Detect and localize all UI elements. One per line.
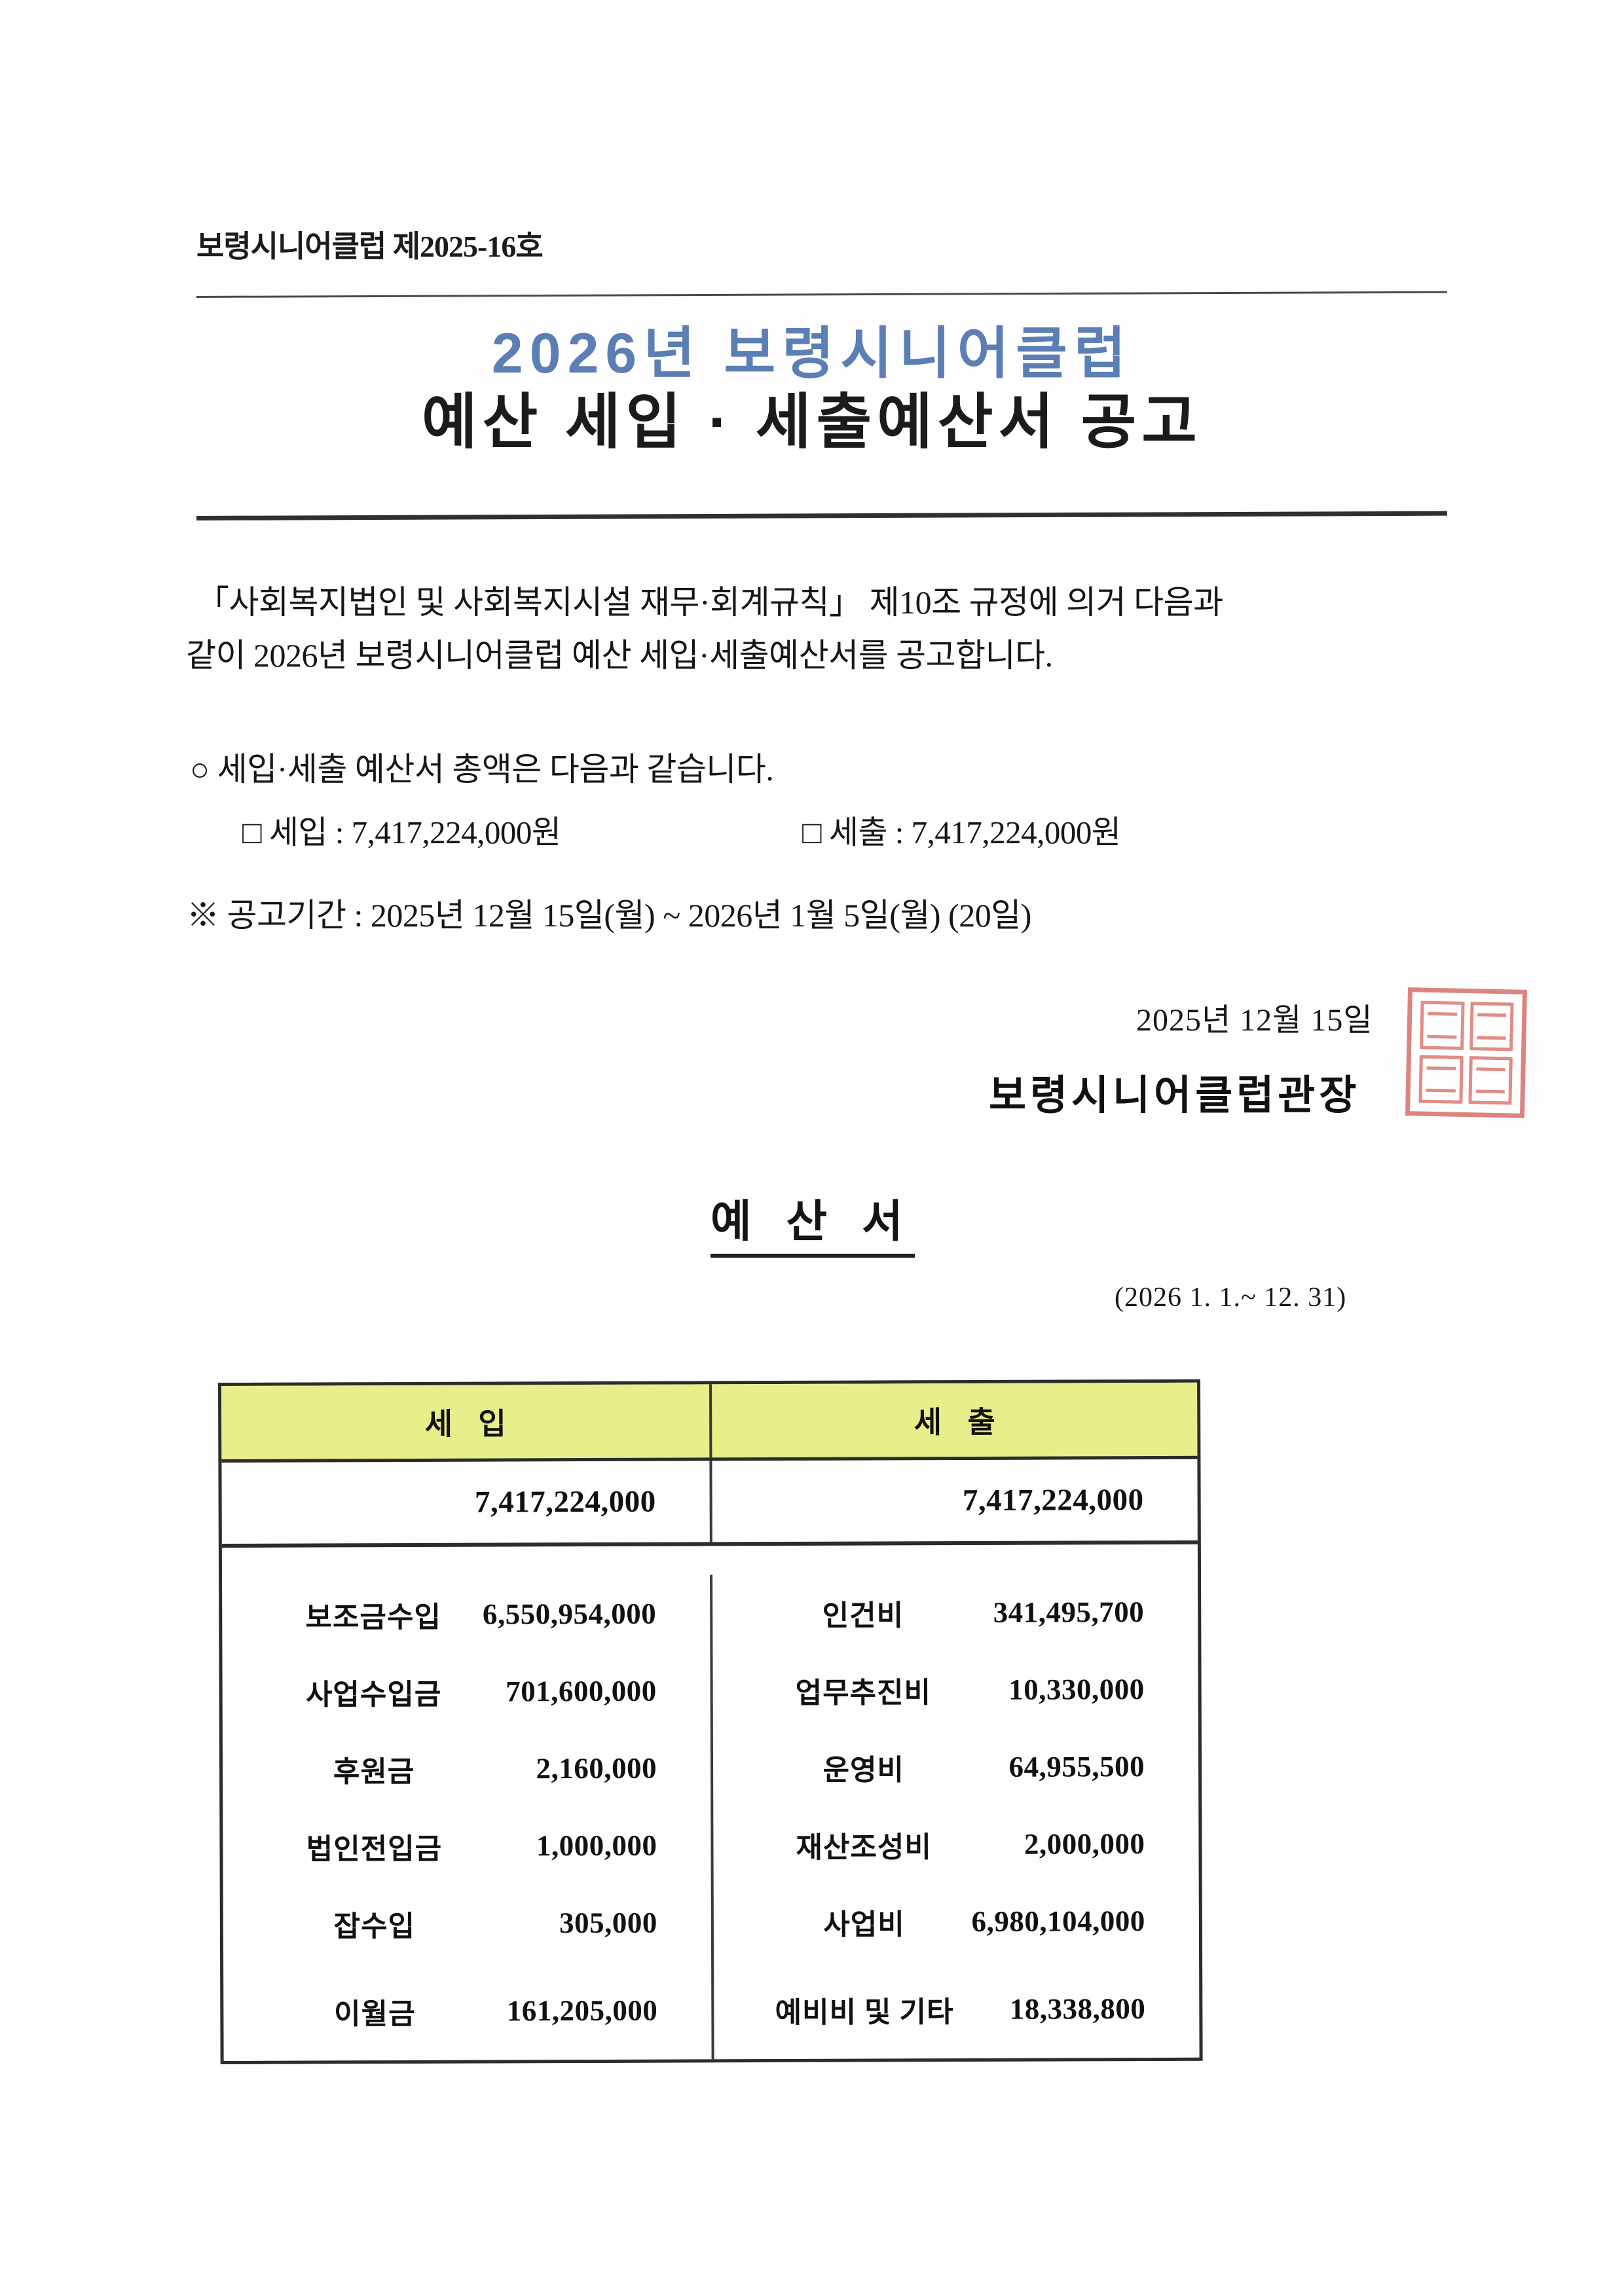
budget-period-label: (2026 1. 1.~ 12. 31) [1115, 1283, 1347, 1313]
table-total-row: 7,417,224,000 7,417,224,000 [221, 1459, 1198, 1548]
table-cell-expenditure: 업무추진비 10,330,000 [710, 1650, 1198, 1730]
signature-organization: 보령시니어클럽관장 [989, 1074, 1361, 1118]
budget-section-heading: 예 산 서 [710, 1185, 915, 1258]
table-row: 법인전입금 1,000,000 재산조성비 2,000,000 [223, 1804, 1199, 1886]
summary-bullet-heading: ○ 세입·세출 예산서 총액은 다음과 같습니다. [190, 751, 774, 788]
summary-expenditure-amount: □ 세출 : 7,417,224,000원 [802, 814, 1121, 850]
summary-revenue-amount: □ 세입 : 7,417,224,000원 [242, 814, 561, 850]
table-cell-revenue: 보조금수입 6,550,954,000 [222, 1575, 710, 1654]
table-cell-label: 잡수입 [333, 1910, 416, 1943]
table-cell-revenue: 이월금 161,205,000 [223, 1961, 712, 2061]
table-header-label-expenditure: 세 출 [913, 1405, 1005, 1440]
table-cell-expenditure: 재산조성비 2,000,000 [710, 1804, 1199, 1884]
table-cell-revenue: 법인전입금 1,000,000 [223, 1806, 710, 1886]
table-row: 보조금수입 6,550,954,000 인건비 341,495,700 [222, 1573, 1198, 1654]
table-cell-label: 업무추진비 [795, 1677, 932, 1709]
table-header-row: 세 입 세 출 [221, 1382, 1198, 1463]
table-cell-label: 후원금 [333, 1755, 415, 1789]
seal-pattern [1418, 1000, 1514, 1105]
table-header-label-revenue: 세 입 [424, 1407, 515, 1441]
body-paragraph-line-2: 같이 2026년 보령시니어클럽 예산 세입·세출예산서를 공고합니다. [186, 637, 1053, 674]
table-top-spacer [222, 1544, 1198, 1576]
budget-table: 세 입 세 출 7,417,224,000 7,417,224,000 보조금수… [218, 1379, 1203, 2064]
table-cell-revenue: 사업수입금 701,600,000 [222, 1652, 710, 1731]
notice-period-text: ※ 공고기간 : 2025년 12월 15일(월) ~ 2026년 1월 5일(… [187, 897, 1031, 934]
table-row: 후원금 2,160,000 운영비 64,955,500 [223, 1727, 1199, 1808]
table-row: 잡수입 305,000 사업비 6,980,104,000 [223, 1882, 1200, 1963]
title-rule-top [196, 291, 1447, 298]
seal-cell [1418, 1055, 1464, 1104]
table-cell-label: 법인전입금 [306, 1832, 443, 1866]
official-seal-icon [1405, 987, 1528, 1118]
table-cell-revenue: 후원금 2,160,000 [223, 1729, 710, 1808]
table-cell-label: 사업비 [823, 1908, 905, 1941]
table-cell-expenditure: 예비비 및 기타 18,338,800 [711, 1959, 1200, 2060]
table-total-cell-revenue: 7,417,224,000 [221, 1461, 709, 1544]
table-total-value-revenue: 7,417,224,000 [474, 1484, 656, 1520]
table-cell-label: 사업수입금 [305, 1678, 442, 1711]
table-total-cell-expenditure: 7,417,224,000 [709, 1459, 1198, 1542]
seal-cell [1467, 1055, 1513, 1105]
table-header-cell-expenditure: 세 출 [709, 1382, 1198, 1458]
seal-cell [1420, 1000, 1465, 1050]
table-cell-label: 재산조성비 [796, 1831, 932, 1864]
table-cell-label: 이월금 [334, 1997, 416, 2031]
document-title: 2026년 보령시니어클럽 예산 세입 · 세출예산서 공고 [0, 322, 1624, 456]
table-cell-label: 운영비 [822, 1754, 905, 1787]
title-line-2: 예산 세입 · 세출예산서 공고 [422, 389, 1202, 456]
table-total-value-expenditure: 7,417,224,000 [962, 1483, 1144, 1518]
table-cell-label: 보조금수입 [305, 1601, 441, 1634]
table-cell-label: 인건비 [822, 1599, 904, 1632]
table-header-cell-revenue: 세 입 [221, 1384, 709, 1459]
table-row: 사업수입금 701,600,000 업무추진비 10,330,000 [222, 1650, 1198, 1731]
table-cell-expenditure: 인건비 341,495,700 [710, 1573, 1198, 1652]
signature-date: 2025년 12월 15일 [1136, 1003, 1373, 1038]
seal-cell [1469, 1002, 1514, 1051]
table-cell-revenue: 잡수입 305,000 [223, 1884, 711, 1963]
body-paragraph-line-1: 「사회복지법인 및 사회복지시설 재무·회계규칙」 제10조 규정에 의거 다음… [196, 584, 1223, 621]
title-rule-bottom [196, 511, 1447, 520]
title-line-1: 2026년 보령시니어클럽 [491, 322, 1133, 385]
body-paragraph: 「사회복지법인 및 사회복지시설 재무·회계규칙」 제10조 규정에 의거 다음… [186, 576, 1460, 682]
table-cell-expenditure: 사업비 6,980,104,000 [710, 1882, 1200, 1961]
table-cell-label: 예비비 및 기타 [775, 1996, 954, 2030]
document-number: 보령시니어클럽 제2025-16호 [196, 230, 544, 263]
table-row: 이월금 161,205,000 예비비 및 기타 18,338,800 [223, 1959, 1200, 2061]
table-cell-expenditure: 운영비 64,955,500 [710, 1727, 1199, 1807]
